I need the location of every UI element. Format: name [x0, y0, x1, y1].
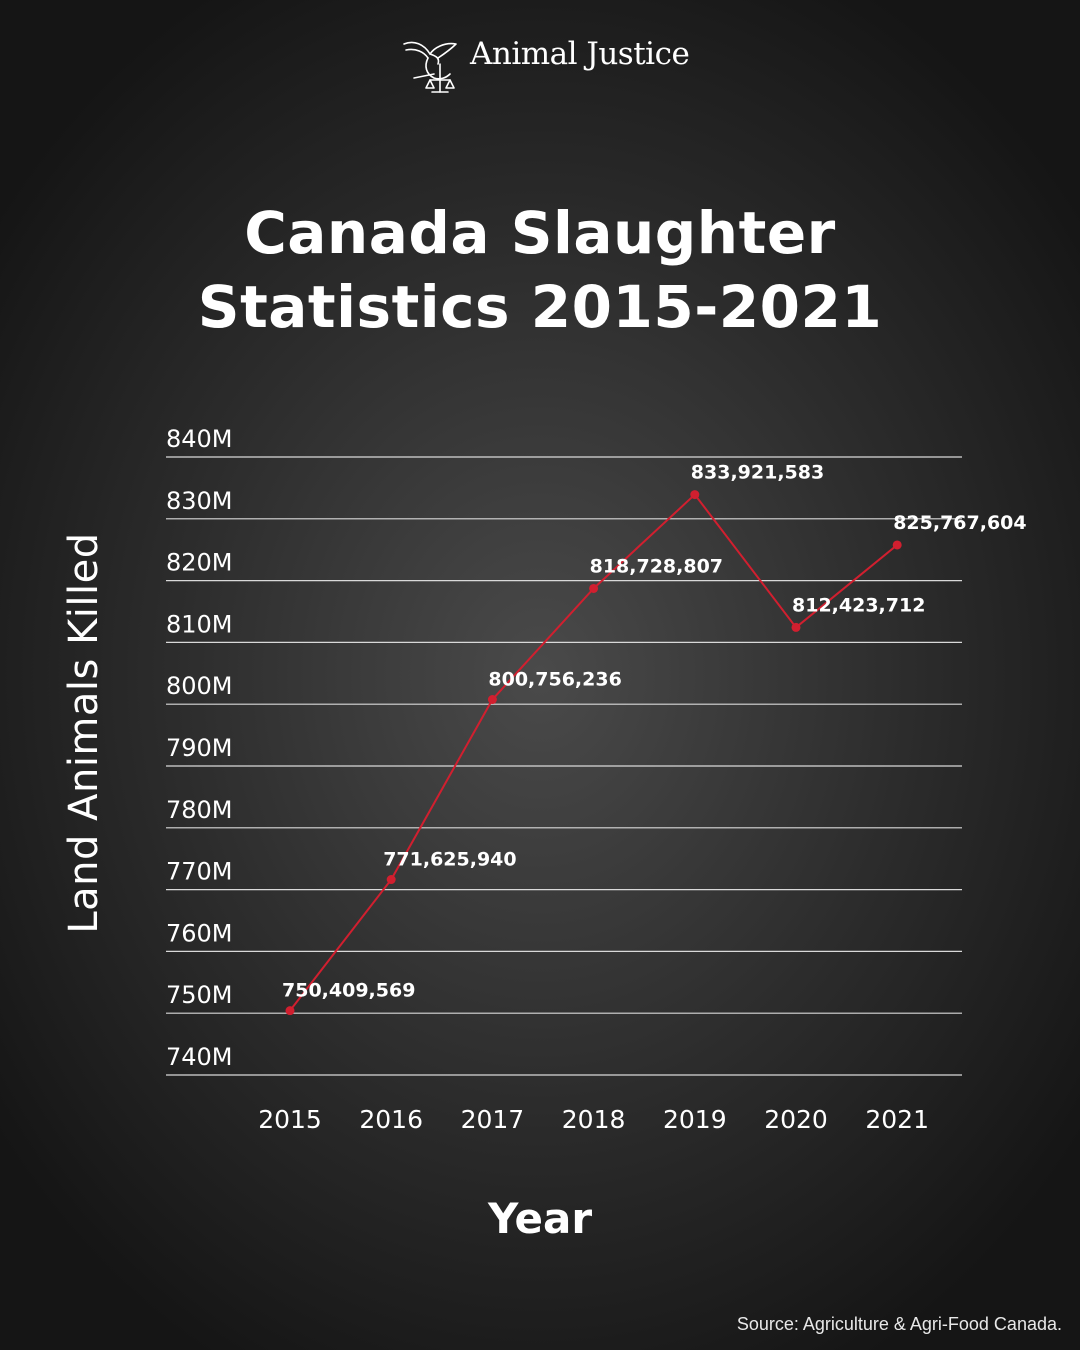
y-tick-label: 830M	[166, 487, 233, 515]
chart-title-line-2: Statistics 2015-2021	[197, 273, 883, 341]
grid-lines	[166, 456, 962, 1076]
y-tick-label: 750M	[166, 981, 233, 1009]
y-tick-label: 770M	[166, 858, 233, 886]
data-point	[589, 583, 599, 593]
x-tick-label: 2020	[764, 1105, 828, 1134]
data-point	[791, 622, 801, 632]
y-tick-label: 740M	[166, 1043, 233, 1071]
source-note: Source: Agriculture & Agri-Food Canada.	[736, 1314, 1062, 1334]
line-chart: 740M 750M 760M 770M 780M 790M 800M 810M 820M 830M…	[166, 425, 1027, 1134]
y-tick-label: 820M	[166, 549, 233, 577]
data-point	[285, 1006, 295, 1016]
y-tick-label: 840M	[166, 425, 233, 453]
x-tick-label: 2016	[359, 1105, 423, 1134]
chart-title-line-1: Canada Slaughter	[244, 199, 836, 267]
y-tick-label: 810M	[166, 610, 233, 638]
y-tick-labels: 740M 750M 760M 770M 780M 790M 800M 810M 820M 830M…	[166, 425, 233, 1071]
data-label: 800,756,236	[488, 669, 621, 691]
data-label: 818,728,807	[590, 555, 723, 577]
data-point	[892, 540, 902, 550]
y-tick-label: 790M	[166, 734, 233, 762]
y-tick-label: 760M	[166, 919, 233, 947]
x-tick-label: 2021	[865, 1105, 929, 1134]
data-labels: 750,409,569 771,625,940 800,756,236 818,728…	[282, 462, 1027, 1002]
data-point	[487, 695, 497, 705]
data-point	[386, 875, 396, 885]
y-tick-label: 780M	[166, 796, 233, 824]
y-tick-label: 800M	[166, 672, 233, 700]
data-label: 812,423,712	[792, 594, 925, 616]
data-label: 825,767,604	[893, 512, 1026, 534]
data-label: 750,409,569	[282, 980, 415, 1002]
x-tick-label: 2017	[461, 1105, 525, 1134]
chart-title: Canada Slaughter Statistics 2015-2021	[0, 196, 1080, 344]
x-tick-label: 2015	[258, 1105, 322, 1134]
x-tick-labels: 2015 2016 2017 2018 2019 2020 2021	[258, 1105, 929, 1134]
brand-name: Animal Justice	[470, 36, 690, 72]
dove-scales-icon	[403, 41, 457, 93]
x-tick-label: 2019	[663, 1105, 727, 1134]
data-points	[285, 490, 902, 1016]
data-label: 771,625,940	[383, 849, 516, 871]
brand-logo: Animal Justice	[400, 34, 690, 104]
x-axis-label: Year	[487, 1194, 593, 1243]
data-label: 833,921,583	[691, 462, 824, 484]
data-point	[690, 490, 700, 500]
x-tick-label: 2018	[562, 1105, 626, 1134]
